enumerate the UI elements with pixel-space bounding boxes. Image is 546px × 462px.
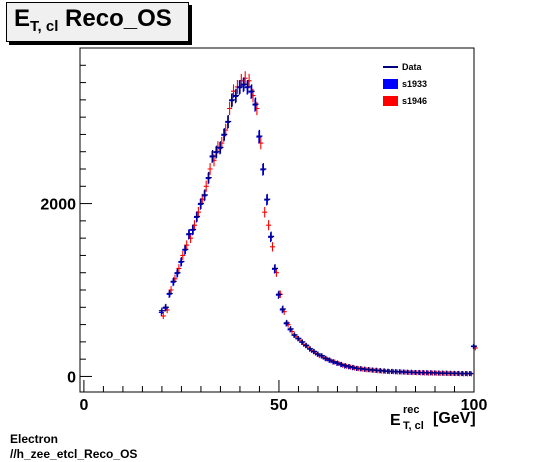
legend-box-icon	[383, 79, 398, 89]
data-point	[197, 198, 204, 209]
data-point	[221, 128, 228, 141]
data-point	[262, 206, 268, 218]
data-point	[170, 277, 177, 286]
data-point	[240, 77, 247, 92]
legend-label: s1946	[402, 96, 427, 106]
x-axis-label: E rec T, cl [GeV]	[390, 404, 476, 432]
tick-labels: 0 50 100 0 2000	[40, 197, 487, 414]
axes-ticks	[80, 64, 475, 392]
svg-text:T, cl: T, cl	[403, 420, 424, 432]
data-point	[158, 307, 165, 315]
data-point	[264, 193, 271, 205]
data-point	[176, 264, 182, 273]
data-point	[182, 244, 189, 254]
data-point	[318, 353, 325, 359]
legend-label: Data	[402, 62, 423, 72]
data-point	[256, 129, 263, 143]
data-point	[207, 163, 213, 175]
data-point	[342, 363, 349, 369]
data-point	[217, 141, 224, 154]
data-point	[190, 224, 197, 235]
y-tick-label: 2000	[40, 197, 76, 214]
data-point	[213, 145, 220, 158]
data-point	[236, 79, 243, 94]
data-point	[252, 97, 259, 111]
legend-item-s1946: s1946	[383, 96, 427, 106]
data-point	[283, 319, 290, 326]
svg-text:rec: rec	[403, 404, 420, 416]
x-tick-label: 50	[270, 397, 288, 414]
series-s1946	[160, 71, 478, 377]
series-Data	[158, 77, 477, 377]
svg-text:[GeV]: [GeV]	[433, 410, 476, 427]
data-point	[467, 371, 474, 377]
data-point	[272, 264, 279, 273]
footer-label: Electron	[10, 432, 59, 446]
footer-path: //h_zee_etcl_Reco_OS	[10, 447, 138, 461]
data-point	[205, 171, 212, 184]
data-point	[295, 335, 302, 341]
title-box: ET, cl Reco_OS	[6, 2, 189, 42]
series-s1933	[158, 78, 476, 377]
y-tick-label: 0	[67, 369, 76, 386]
data-point	[209, 149, 216, 163]
legend-item-Data: Data	[383, 62, 423, 72]
data-point	[248, 84, 255, 99]
data-point	[162, 303, 169, 311]
svg-text:E: E	[390, 412, 401, 429]
data-point	[334, 360, 341, 366]
plot-frame	[79, 47, 475, 393]
data-point	[279, 305, 286, 313]
data-point	[194, 211, 201, 222]
data-point	[287, 326, 294, 332]
data-point	[229, 93, 236, 107]
data-point	[244, 79, 251, 94]
data-point	[471, 343, 477, 349]
data-point	[227, 101, 233, 116]
data-point	[268, 231, 275, 242]
data-point	[299, 339, 306, 345]
data-point	[350, 364, 357, 370]
data-point	[322, 355, 329, 361]
data-point	[291, 332, 298, 338]
data-point	[180, 250, 186, 260]
data-point	[174, 268, 181, 277]
data-point	[326, 357, 333, 363]
data-point	[330, 359, 337, 365]
data-point	[160, 312, 166, 320]
data-point	[166, 289, 173, 298]
legend-box-icon	[383, 96, 398, 106]
data-point	[307, 346, 314, 352]
legend-label: s1933	[402, 79, 427, 89]
data-point	[260, 163, 267, 175]
data-point	[346, 364, 353, 370]
data-point	[311, 348, 318, 354]
data-point	[225, 114, 232, 128]
data-point	[201, 189, 208, 201]
data-point	[270, 242, 276, 252]
data-point	[275, 290, 282, 299]
data-point	[186, 228, 193, 239]
data-point	[314, 351, 321, 357]
data-point	[203, 180, 209, 192]
chart-title: ET, cl Reco_OS	[14, 5, 172, 35]
x-tick-label: 100	[461, 397, 488, 414]
x-tick-label: 0	[79, 397, 88, 414]
legend-item-s1933: s1933	[383, 79, 427, 89]
data-point	[303, 342, 310, 348]
data-point	[233, 88, 240, 103]
legend: Data s1933 s1946	[383, 62, 427, 106]
data-marks	[158, 71, 478, 377]
data-point	[178, 257, 185, 266]
data-point	[266, 220, 272, 231]
data-point	[338, 361, 345, 367]
